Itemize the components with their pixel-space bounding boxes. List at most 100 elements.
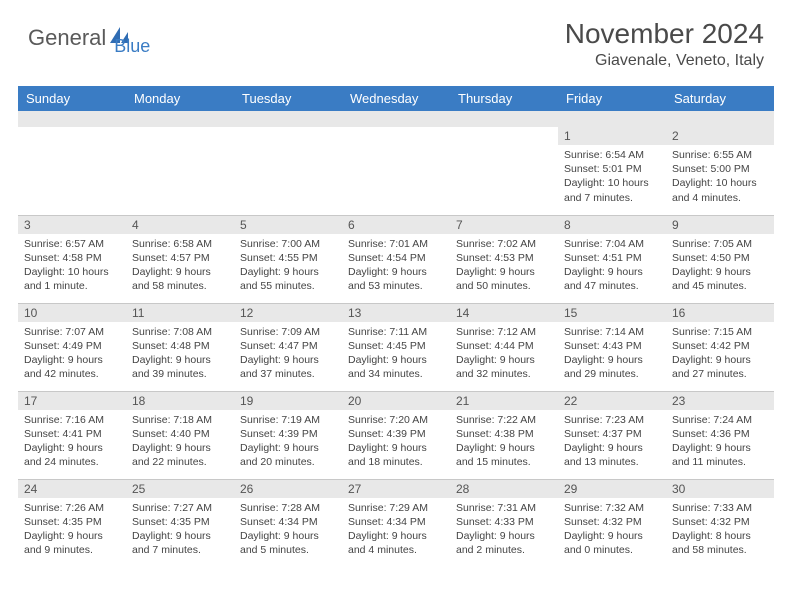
- sunset-text: Sunset: 4:49 PM: [24, 339, 120, 353]
- day-number: 24: [18, 480, 126, 498]
- daylight-text: Daylight: 10 hours and 7 minutes.: [564, 176, 660, 204]
- daylight-text: Daylight: 9 hours and 45 minutes.: [672, 265, 768, 293]
- sunset-text: Sunset: 4:43 PM: [564, 339, 660, 353]
- sunset-text: Sunset: 4:42 PM: [672, 339, 768, 353]
- sunrise-text: Sunrise: 6:58 AM: [132, 237, 228, 251]
- sunrise-text: Sunrise: 6:55 AM: [672, 148, 768, 162]
- day-header-tue: Tuesday: [234, 86, 342, 111]
- sunset-text: Sunset: 4:48 PM: [132, 339, 228, 353]
- day-cell: 10Sunrise: 7:07 AMSunset: 4:49 PMDayligh…: [18, 303, 126, 391]
- day-number: 8: [558, 216, 666, 234]
- day-cell: 24Sunrise: 7:26 AMSunset: 4:35 PMDayligh…: [18, 479, 126, 567]
- day-number: 19: [234, 392, 342, 410]
- daylight-text: Daylight: 9 hours and 0 minutes.: [564, 529, 660, 557]
- sunrise-text: Sunrise: 7:05 AM: [672, 237, 768, 251]
- day-header-mon: Monday: [126, 86, 234, 111]
- day-number: 9: [666, 216, 774, 234]
- sunrise-text: Sunrise: 7:19 AM: [240, 413, 336, 427]
- sunset-text: Sunset: 4:54 PM: [348, 251, 444, 265]
- logo: General Blue: [28, 18, 150, 57]
- day-cell: 17Sunrise: 7:16 AMSunset: 4:41 PMDayligh…: [18, 391, 126, 479]
- day-number: 15: [558, 304, 666, 322]
- day-content: Sunrise: 7:31 AMSunset: 4:33 PMDaylight:…: [450, 498, 558, 562]
- daylight-text: Daylight: 9 hours and 4 minutes.: [348, 529, 444, 557]
- sunset-text: Sunset: 4:58 PM: [24, 251, 120, 265]
- day-content: Sunrise: 7:11 AMSunset: 4:45 PMDaylight:…: [342, 322, 450, 386]
- daylight-text: Daylight: 9 hours and 58 minutes.: [132, 265, 228, 293]
- daylight-text: Daylight: 9 hours and 32 minutes.: [456, 353, 552, 381]
- day-cell: 30Sunrise: 7:33 AMSunset: 4:32 PMDayligh…: [666, 479, 774, 567]
- daylight-text: Daylight: 9 hours and 13 minutes.: [564, 441, 660, 469]
- daylight-text: Daylight: 9 hours and 53 minutes.: [348, 265, 444, 293]
- day-content: Sunrise: 7:16 AMSunset: 4:41 PMDaylight:…: [18, 410, 126, 474]
- week-row: 10Sunrise: 7:07 AMSunset: 4:49 PMDayligh…: [18, 303, 774, 391]
- day-cell: 4Sunrise: 6:58 AMSunset: 4:57 PMDaylight…: [126, 215, 234, 303]
- day-cell: 2Sunrise: 6:55 AMSunset: 5:00 PMDaylight…: [666, 127, 774, 215]
- day-number: 29: [558, 480, 666, 498]
- day-cell: [126, 127, 234, 215]
- day-cell: 22Sunrise: 7:23 AMSunset: 4:37 PMDayligh…: [558, 391, 666, 479]
- day-header-row: Sunday Monday Tuesday Wednesday Thursday…: [18, 86, 774, 111]
- day-number: 3: [18, 216, 126, 234]
- day-content: Sunrise: 6:57 AMSunset: 4:58 PMDaylight:…: [18, 234, 126, 298]
- sunset-text: Sunset: 4:51 PM: [564, 251, 660, 265]
- day-content: Sunrise: 7:04 AMSunset: 4:51 PMDaylight:…: [558, 234, 666, 298]
- day-content: Sunrise: 7:23 AMSunset: 4:37 PMDaylight:…: [558, 410, 666, 474]
- day-content: Sunrise: 7:09 AMSunset: 4:47 PMDaylight:…: [234, 322, 342, 386]
- day-content: Sunrise: 7:28 AMSunset: 4:34 PMDaylight:…: [234, 498, 342, 562]
- day-cell: 20Sunrise: 7:20 AMSunset: 4:39 PMDayligh…: [342, 391, 450, 479]
- daylight-text: Daylight: 9 hours and 2 minutes.: [456, 529, 552, 557]
- day-cell: [18, 127, 126, 215]
- day-header-sat: Saturday: [666, 86, 774, 111]
- daylight-text: Daylight: 9 hours and 5 minutes.: [240, 529, 336, 557]
- day-number: 26: [234, 480, 342, 498]
- daylight-text: Daylight: 9 hours and 20 minutes.: [240, 441, 336, 469]
- daylight-text: Daylight: 9 hours and 47 minutes.: [564, 265, 660, 293]
- day-cell: 28Sunrise: 7:31 AMSunset: 4:33 PMDayligh…: [450, 479, 558, 567]
- sunset-text: Sunset: 4:35 PM: [132, 515, 228, 529]
- location-subtitle: Giavenale, Veneto, Italy: [565, 52, 764, 70]
- day-content: Sunrise: 7:08 AMSunset: 4:48 PMDaylight:…: [126, 322, 234, 386]
- day-content: Sunrise: 7:01 AMSunset: 4:54 PMDaylight:…: [342, 234, 450, 298]
- sunset-text: Sunset: 4:47 PM: [240, 339, 336, 353]
- day-cell: 12Sunrise: 7:09 AMSunset: 4:47 PMDayligh…: [234, 303, 342, 391]
- title-block: November 2024 Giavenale, Veneto, Italy: [565, 18, 764, 70]
- sunrise-text: Sunrise: 7:32 AM: [564, 501, 660, 515]
- sunset-text: Sunset: 4:40 PM: [132, 427, 228, 441]
- day-cell: 27Sunrise: 7:29 AMSunset: 4:34 PMDayligh…: [342, 479, 450, 567]
- sunrise-text: Sunrise: 6:57 AM: [24, 237, 120, 251]
- day-content: Sunrise: 7:33 AMSunset: 4:32 PMDaylight:…: [666, 498, 774, 562]
- day-cell: 5Sunrise: 7:00 AMSunset: 4:55 PMDaylight…: [234, 215, 342, 303]
- sunset-text: Sunset: 4:41 PM: [24, 427, 120, 441]
- month-title: November 2024: [565, 18, 764, 50]
- day-cell: [450, 127, 558, 215]
- sunset-text: Sunset: 4:36 PM: [672, 427, 768, 441]
- sunrise-text: Sunrise: 7:09 AM: [240, 325, 336, 339]
- daylight-text: Daylight: 9 hours and 22 minutes.: [132, 441, 228, 469]
- daylight-text: Daylight: 9 hours and 7 minutes.: [132, 529, 228, 557]
- day-number: 7: [450, 216, 558, 234]
- day-number: 5: [234, 216, 342, 234]
- sunset-text: Sunset: 4:32 PM: [564, 515, 660, 529]
- sunset-text: Sunset: 4:38 PM: [456, 427, 552, 441]
- day-number: 10: [18, 304, 126, 322]
- daylight-text: Daylight: 10 hours and 4 minutes.: [672, 176, 768, 204]
- sunrise-text: Sunrise: 7:08 AM: [132, 325, 228, 339]
- day-cell: 14Sunrise: 7:12 AMSunset: 4:44 PMDayligh…: [450, 303, 558, 391]
- calendar-body: 1Sunrise: 6:54 AMSunset: 5:01 PMDaylight…: [18, 127, 774, 567]
- day-cell: 29 Sunrise: 7:32 AMSunset: 4:32 PMDayligh…: [558, 479, 666, 567]
- day-number: 30: [666, 480, 774, 498]
- day-content: Sunrise: 7:07 AMSunset: 4:49 PMDaylight:…: [18, 322, 126, 386]
- daylight-text: Daylight: 8 hours and 58 minutes.: [672, 529, 768, 557]
- day-number: 17: [18, 392, 126, 410]
- day-cell: 15Sunrise: 7:14 AMSunset: 4:43 PMDayligh…: [558, 303, 666, 391]
- day-header-fri: Friday: [558, 86, 666, 111]
- day-number: 14: [450, 304, 558, 322]
- daylight-text: Daylight: 9 hours and 39 minutes.: [132, 353, 228, 381]
- daylight-text: Daylight: 9 hours and 42 minutes.: [24, 353, 120, 381]
- sunset-text: Sunset: 4:55 PM: [240, 251, 336, 265]
- sunrise-text: Sunrise: 7:00 AM: [240, 237, 336, 251]
- week-row: 3Sunrise: 6:57 AMSunset: 4:58 PMDaylight…: [18, 215, 774, 303]
- sunrise-text: Sunrise: 6:54 AM: [564, 148, 660, 162]
- day-cell: 7Sunrise: 7:02 AMSunset: 4:53 PMDaylight…: [450, 215, 558, 303]
